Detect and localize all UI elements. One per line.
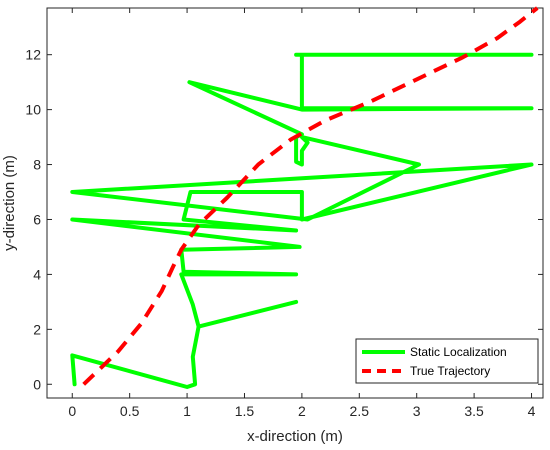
y-tick-label: 6 (33, 211, 41, 227)
x-tick-label: 1 (183, 403, 191, 419)
y-tick-label: 10 (25, 102, 41, 118)
y-tick-label: 4 (33, 266, 41, 282)
legend: Static Localization True Trajectory (355, 338, 539, 384)
legend-label-true: True Trajectory (410, 364, 490, 378)
series-layer (70, 6, 539, 389)
series-static-localization-line (70, 52, 534, 389)
legend-box (355, 338, 539, 384)
y-tick-label: 12 (25, 47, 41, 63)
x-tick-label: 3.5 (464, 403, 484, 419)
x-tick-label: 1.5 (235, 403, 255, 419)
series-true-trajectory-line (82, 6, 539, 386)
ticks: 0 0.5 1 1.5 2 2.5 3 3.5 4 0 2 4 6 8 10 12 (25, 8, 543, 419)
legend-label-static: Static Localization (410, 345, 507, 359)
x-tick-label: 0 (68, 403, 76, 419)
x-tick-label: 2.5 (350, 403, 370, 419)
y-tick-label: 8 (33, 157, 41, 173)
x-tick-label: 3 (413, 403, 421, 419)
y-tick-label: 0 (33, 376, 41, 392)
x-tick-label: 0.5 (120, 403, 140, 419)
x-axis-label: x-direction (m) (247, 428, 343, 445)
y-axis-label: y-direction (m) (1, 155, 18, 251)
y-tick-label: 2 (33, 321, 41, 337)
x-tick-label: 4 (528, 403, 536, 419)
x-tick-label: 2 (298, 403, 306, 419)
plot-area (46, 7, 544, 399)
